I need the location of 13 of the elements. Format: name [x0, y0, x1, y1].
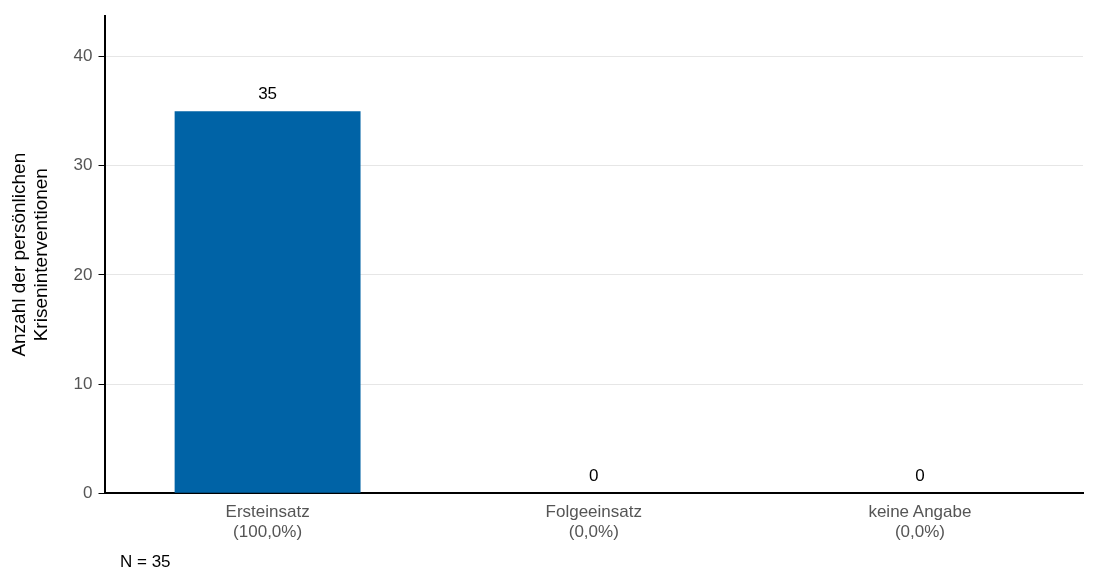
x-tick-label: keine Angabe (0,0%): [868, 502, 972, 542]
y-tick-label: 0: [83, 482, 93, 502]
y-tick-label: 30: [73, 155, 93, 175]
y-tick-label: 40: [73, 46, 93, 66]
y-axis-title: Anzahl der persönlichen Kriseninterventionen: [7, 152, 52, 357]
y-tick-label: 20: [73, 264, 93, 284]
x-tick-label: Folgeeinsatz (0,0%): [545, 502, 642, 542]
data-label: 35: [258, 84, 278, 104]
data-label: 0: [915, 466, 925, 486]
data-label: 0: [589, 466, 599, 486]
x-tick-label: Ersteinsatz (100,0%): [225, 502, 310, 542]
y-tick-label: 10: [73, 373, 93, 393]
text: N = 35: [120, 552, 171, 572]
